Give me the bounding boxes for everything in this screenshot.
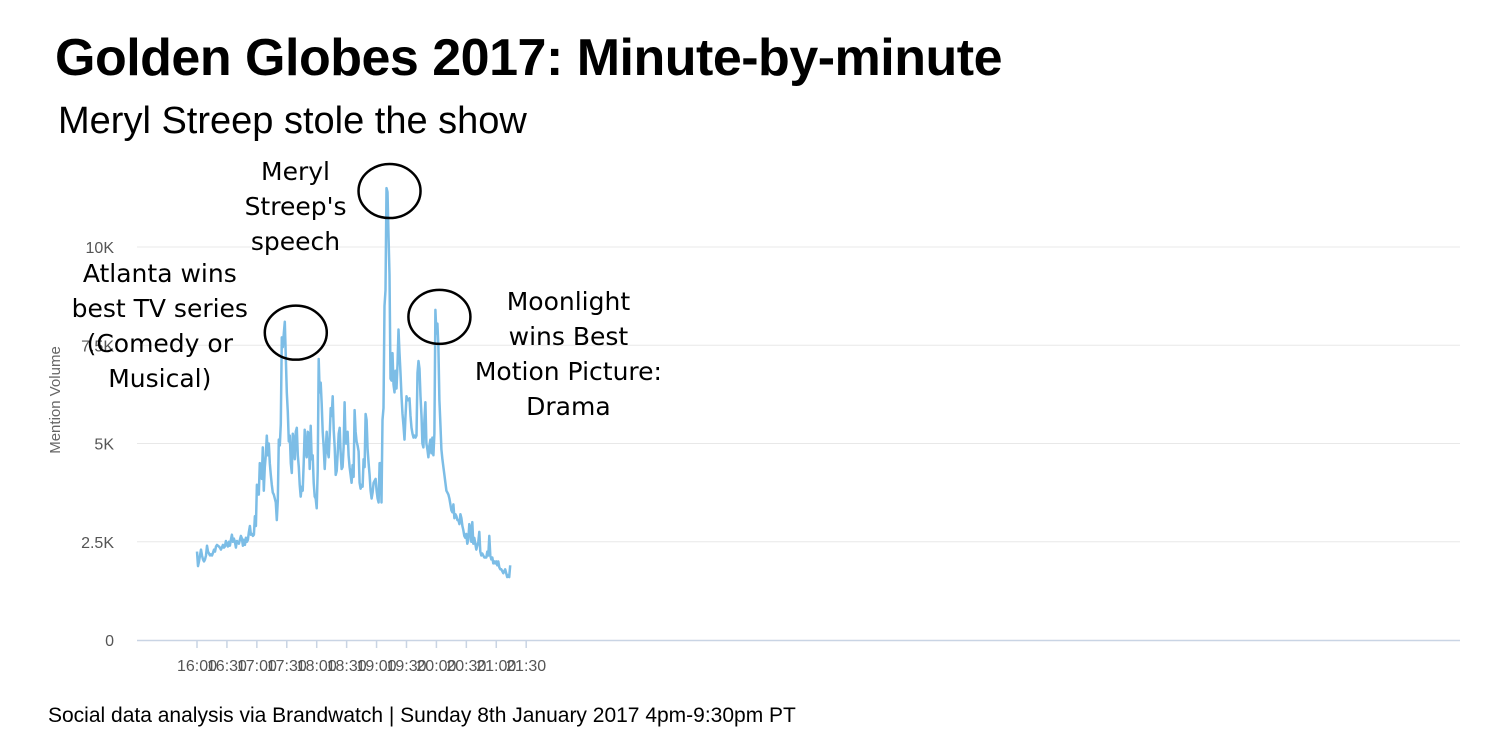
y-tick-label: 5K (94, 437, 114, 454)
x-tick-label: 19:30 (386, 658, 426, 675)
series-line (195, 186, 512, 579)
y-axis: 0 2.5K 5K 7.5K 10K (81, 240, 114, 650)
x-tick-label: 21:30 (506, 658, 546, 675)
annotation-label: Moonlight (507, 287, 631, 316)
y-tick-label: 2.5K (81, 535, 114, 552)
x-tick-label: 16:30 (207, 658, 247, 675)
annotation-label: Drama (526, 392, 611, 421)
annotation-circle (407, 288, 472, 346)
annotation-label: wins Best (509, 322, 629, 351)
x-tick-label: 21:00 (476, 658, 516, 675)
annotation-label: speech (251, 227, 340, 256)
annotations: Atlanta wins best TV series (Comedy or Musi… (72, 157, 662, 421)
annotation-label: Musical) (108, 364, 211, 393)
y-axis-label: Mention Volume (47, 346, 64, 454)
annotation-circle (357, 162, 422, 220)
x-tick-label: 19:00 (357, 658, 397, 675)
annotation-label: Streep's (245, 192, 347, 221)
x-tick-label: 18:30 (327, 658, 367, 675)
y-tick-label: 10K (86, 240, 115, 257)
y-tick-label: 0 (105, 633, 114, 650)
chart-title: Golden Globes 2017: Minute-by-minute (55, 29, 1003, 87)
x-tick-label: 18:00 (297, 658, 337, 675)
annotation-label: Atlanta wins (83, 259, 237, 288)
gridlines (137, 246, 1460, 543)
line-chart: 0 2.5K 5K 7.5K 10K 16:0016:3017:0017:3018:00… (47, 157, 1460, 675)
annotation-label: (Comedy or (87, 329, 234, 358)
annotation-label: Motion Picture: (475, 357, 662, 386)
chart-subtitle: Meryl Streep stole the show (58, 100, 527, 142)
x-tick-label: 20:30 (446, 658, 486, 675)
annotation-label: Meryl (261, 157, 330, 186)
y-tick-label: 7.5K (81, 338, 114, 355)
x-axis: 16:0016:3017:0017:3018:0018:3019:0019:30… (137, 639, 1460, 675)
source-note: Social data analysis via Brandwatch | Su… (48, 704, 796, 727)
x-tick-label: 17:30 (267, 658, 307, 675)
annotation-label: best TV series (72, 294, 248, 323)
x-tick-label: 20:00 (416, 658, 456, 675)
x-tick-label: 17:00 (237, 658, 277, 675)
series-layer (195, 186, 512, 579)
annotation-circle (263, 304, 329, 361)
x-tick-label: 16:00 (177, 658, 217, 675)
